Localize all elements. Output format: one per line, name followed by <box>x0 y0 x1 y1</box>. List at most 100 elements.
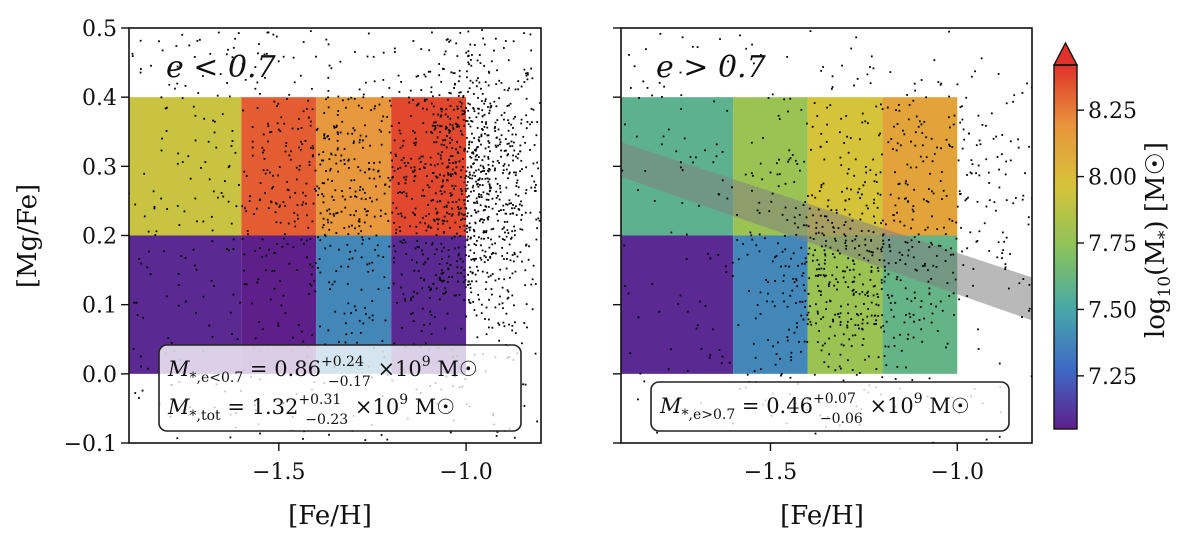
scatter-point <box>862 303 865 305</box>
scatter-point <box>880 281 883 284</box>
scatter-point <box>789 376 792 379</box>
scatter-point <box>354 249 357 252</box>
scatter-point <box>881 234 884 237</box>
scatter-point <box>487 157 490 160</box>
scatter-point <box>468 63 470 66</box>
scatter-point <box>869 278 872 281</box>
scatter-point <box>439 115 442 118</box>
scatter-point <box>368 262 371 265</box>
scatter-point <box>440 269 443 272</box>
scatter-point <box>805 216 808 219</box>
scatter-point <box>243 170 246 173</box>
scatter-point <box>386 116 389 118</box>
scatter-point <box>532 264 535 267</box>
scatter-point <box>901 254 904 256</box>
scatter-point <box>285 142 288 144</box>
scatter-point <box>818 263 820 266</box>
scatter-point <box>476 202 479 204</box>
scatter-point <box>920 123 923 126</box>
scatter-point <box>473 137 476 139</box>
scatter-point <box>451 184 454 187</box>
scatter-point <box>824 244 827 247</box>
scatter-point <box>348 225 351 228</box>
scatter-point <box>458 69 461 72</box>
scatter-point <box>493 169 496 172</box>
scatter-point <box>864 238 867 241</box>
scatter-point <box>471 272 474 275</box>
scatter-point <box>444 128 447 130</box>
scatter-point <box>272 33 275 36</box>
scatter-point <box>887 141 890 144</box>
scatter-point <box>833 231 836 233</box>
heatmap-cell <box>733 235 808 374</box>
x-axis-ticks: −1.5 −1.0 <box>252 443 493 485</box>
scatter-point <box>1004 268 1007 271</box>
scatter-point <box>844 235 847 237</box>
scatter-point <box>414 137 417 140</box>
scatter-point <box>481 249 484 252</box>
scatter-point <box>470 165 472 168</box>
scatter-point <box>846 324 849 327</box>
scatter-point <box>249 195 251 198</box>
scatter-point <box>643 380 646 383</box>
scatter-point <box>485 173 488 175</box>
scatter-point <box>435 218 438 221</box>
scatter-point <box>459 100 462 103</box>
scatter-point <box>903 321 906 324</box>
scatter-point <box>138 397 140 399</box>
scatter-point <box>812 238 815 240</box>
scatter-point <box>513 171 515 174</box>
scatter-point <box>428 49 431 52</box>
scatter-point <box>1001 257 1003 260</box>
scatter-point <box>328 158 331 161</box>
scatter-point <box>343 227 346 229</box>
scatter-point <box>353 179 356 181</box>
scatter-point <box>474 155 477 158</box>
scatter-point <box>534 352 537 355</box>
scatter-point <box>446 262 449 265</box>
scatter-point <box>907 254 910 257</box>
scatter-point <box>864 244 867 246</box>
scatter-point <box>931 243 934 246</box>
scatter-point <box>503 325 506 328</box>
scatter-point <box>395 228 398 231</box>
scatter-point <box>330 67 333 70</box>
scatter-point <box>939 83 942 86</box>
scatter-point <box>487 180 490 183</box>
scatter-point <box>464 246 467 248</box>
scatter-point <box>910 140 912 143</box>
scatter-point <box>392 282 395 285</box>
scatter-point <box>506 289 509 292</box>
scatter-point <box>782 280 785 282</box>
scatter-point <box>443 174 445 177</box>
scatter-point <box>920 300 923 303</box>
colorbar-tick-label: 8.25 <box>1088 99 1137 124</box>
scatter-point <box>459 176 462 178</box>
scatter-point <box>430 86 433 89</box>
scatter-point <box>827 365 830 368</box>
scatter-point <box>817 274 820 276</box>
scatter-point <box>477 156 480 158</box>
scatter-point <box>508 122 510 125</box>
scatter-point <box>373 177 376 180</box>
scatter-point <box>860 230 863 232</box>
scatter-point <box>663 85 666 88</box>
scatter-point <box>812 214 815 217</box>
scatter-point <box>531 308 534 311</box>
scatter-point <box>689 156 692 158</box>
scatter-point <box>482 230 485 233</box>
scatter-point <box>494 130 497 132</box>
scatter-point <box>402 156 405 159</box>
scatter-point <box>866 292 869 294</box>
scatter-point <box>897 183 900 186</box>
scatter-point <box>623 244 626 247</box>
scatter-point <box>922 198 925 201</box>
scatter-point <box>176 82 179 85</box>
scatter-point <box>487 84 490 87</box>
scatter-point <box>461 133 464 136</box>
scatter-point <box>435 175 438 178</box>
scatter-point <box>471 120 474 123</box>
scatter-point <box>441 151 443 154</box>
scatter-point <box>505 267 508 270</box>
scatter-point <box>507 89 509 92</box>
